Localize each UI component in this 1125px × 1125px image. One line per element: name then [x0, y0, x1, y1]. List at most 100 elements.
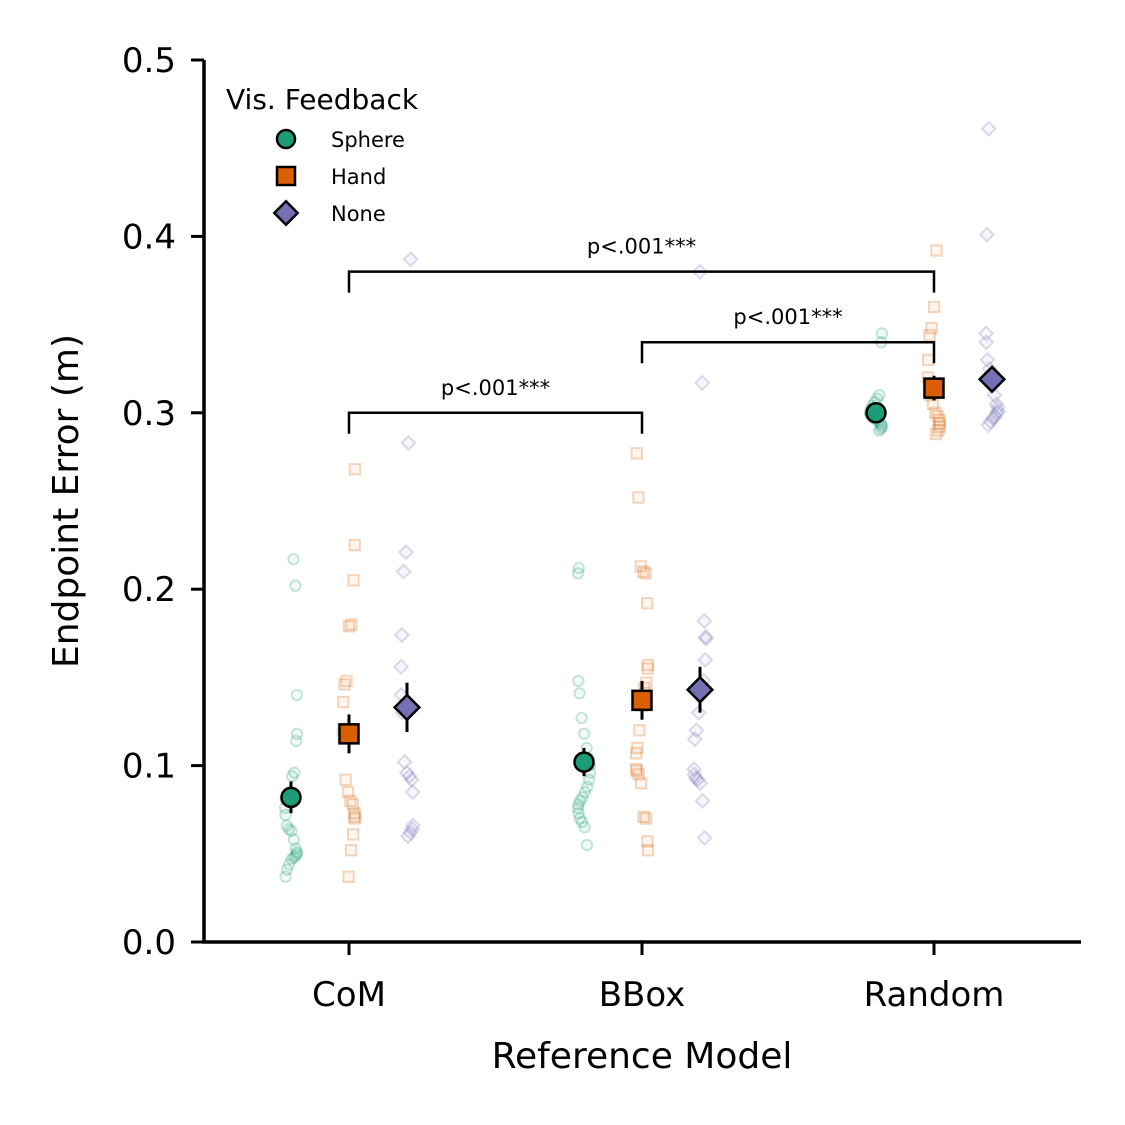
x-tick-label-random: Random — [864, 975, 1005, 1015]
none-point — [399, 827, 417, 845]
sphere-point — [578, 821, 591, 834]
sphere-point — [573, 812, 587, 825]
none-point — [400, 434, 417, 451]
sphere-point — [571, 801, 585, 815]
none-point — [697, 651, 714, 668]
hand-point — [925, 321, 938, 335]
sphere-point — [875, 327, 889, 340]
none-point — [980, 416, 997, 434]
legend-none-marker — [272, 199, 300, 227]
significance-bracket — [347, 270, 936, 293]
hand-point — [632, 491, 645, 504]
y-tick-label: 0.5 — [122, 41, 176, 81]
none-point — [694, 374, 711, 391]
hand-mean-marker — [338, 723, 360, 745]
hand-point — [342, 870, 355, 883]
sphere-point — [874, 422, 888, 435]
sphere-point — [571, 567, 585, 580]
hand-point — [348, 463, 362, 476]
none-mean-marker — [977, 365, 1007, 394]
sphere-point — [279, 808, 292, 822]
hand-point — [629, 762, 643, 776]
none-point — [982, 413, 999, 430]
none-point — [977, 325, 995, 342]
legend-hand-marker — [275, 165, 297, 187]
hand-point — [348, 807, 361, 820]
legend-title: Vis. Feedback — [226, 83, 419, 116]
sphere-point — [290, 688, 303, 702]
hand-point — [338, 678, 351, 691]
hand-point — [932, 424, 945, 437]
y-tick-label: 0.2 — [122, 570, 176, 610]
sphere-point — [282, 858, 296, 871]
none-point — [694, 792, 711, 810]
none-point — [686, 730, 703, 748]
sphere-point — [576, 791, 589, 804]
none-point — [687, 769, 704, 787]
hand-point — [345, 618, 358, 631]
y-tick-label: 0.4 — [122, 217, 176, 257]
none-point — [685, 760, 703, 778]
sphere-point — [581, 780, 594, 793]
hand-point — [929, 427, 943, 441]
x-tick-label-com: CoM — [312, 975, 386, 1015]
hand-point — [923, 328, 936, 342]
significance-bracket — [640, 340, 936, 364]
none-point — [978, 334, 995, 351]
hand-point — [637, 810, 650, 823]
sphere-point — [582, 773, 596, 786]
sphere-point — [573, 794, 587, 808]
hand-point — [339, 773, 352, 786]
none-mean-marker — [392, 693, 422, 722]
hand-point — [344, 844, 358, 857]
legend-sphere-marker — [275, 128, 297, 150]
legend-hand-label: Hand — [331, 165, 386, 189]
none-point — [988, 395, 1005, 413]
sphere-point — [280, 819, 293, 832]
sphere-point — [287, 553, 300, 566]
y-tick-label: 0.1 — [122, 747, 176, 787]
none-mean-marker — [685, 675, 715, 704]
none-point — [692, 775, 709, 792]
significance-label: p<.001*** — [587, 235, 696, 259]
hand-point — [931, 410, 944, 423]
sphere-mean-marker — [573, 751, 595, 773]
sphere-point — [288, 766, 301, 779]
y-tick-label: 0.3 — [122, 394, 176, 434]
none-point — [392, 658, 410, 675]
legend-none-label: None — [331, 202, 386, 226]
sphere-point — [282, 822, 296, 836]
significance-bracket — [347, 411, 644, 434]
none-point — [987, 408, 1004, 425]
sphere-point — [289, 849, 303, 862]
sphere-point — [572, 561, 585, 575]
sphere-point — [577, 727, 591, 741]
none-point — [403, 820, 421, 838]
sphere-point — [285, 769, 299, 783]
hand-point — [630, 447, 643, 460]
hand-point — [637, 565, 650, 578]
sphere-point — [290, 847, 304, 860]
sphere-point — [575, 711, 588, 725]
none-point — [686, 766, 703, 783]
y-axis-title: Endpoint Error (m) — [46, 334, 87, 668]
none-point — [988, 404, 1006, 421]
sphere-point — [289, 579, 302, 592]
hand-point — [342, 620, 356, 633]
hand-point — [641, 658, 655, 672]
none-point — [697, 630, 715, 647]
hand-point — [341, 785, 355, 799]
x-ticks: CoM BBox Random — [312, 942, 1004, 1015]
hand-point — [633, 724, 646, 737]
significance-label: p<.001*** — [441, 376, 550, 400]
sphere-point — [279, 870, 292, 883]
sphere-point — [290, 727, 304, 741]
sphere-point — [290, 845, 304, 859]
hand-point — [344, 794, 357, 808]
x-tick-label-bbox: BBox — [599, 975, 686, 1015]
hand-point — [639, 567, 652, 580]
sphere-point — [280, 863, 294, 876]
hand-mean-marker — [923, 377, 945, 399]
sphere-point — [289, 734, 303, 748]
hand-point — [348, 812, 361, 825]
